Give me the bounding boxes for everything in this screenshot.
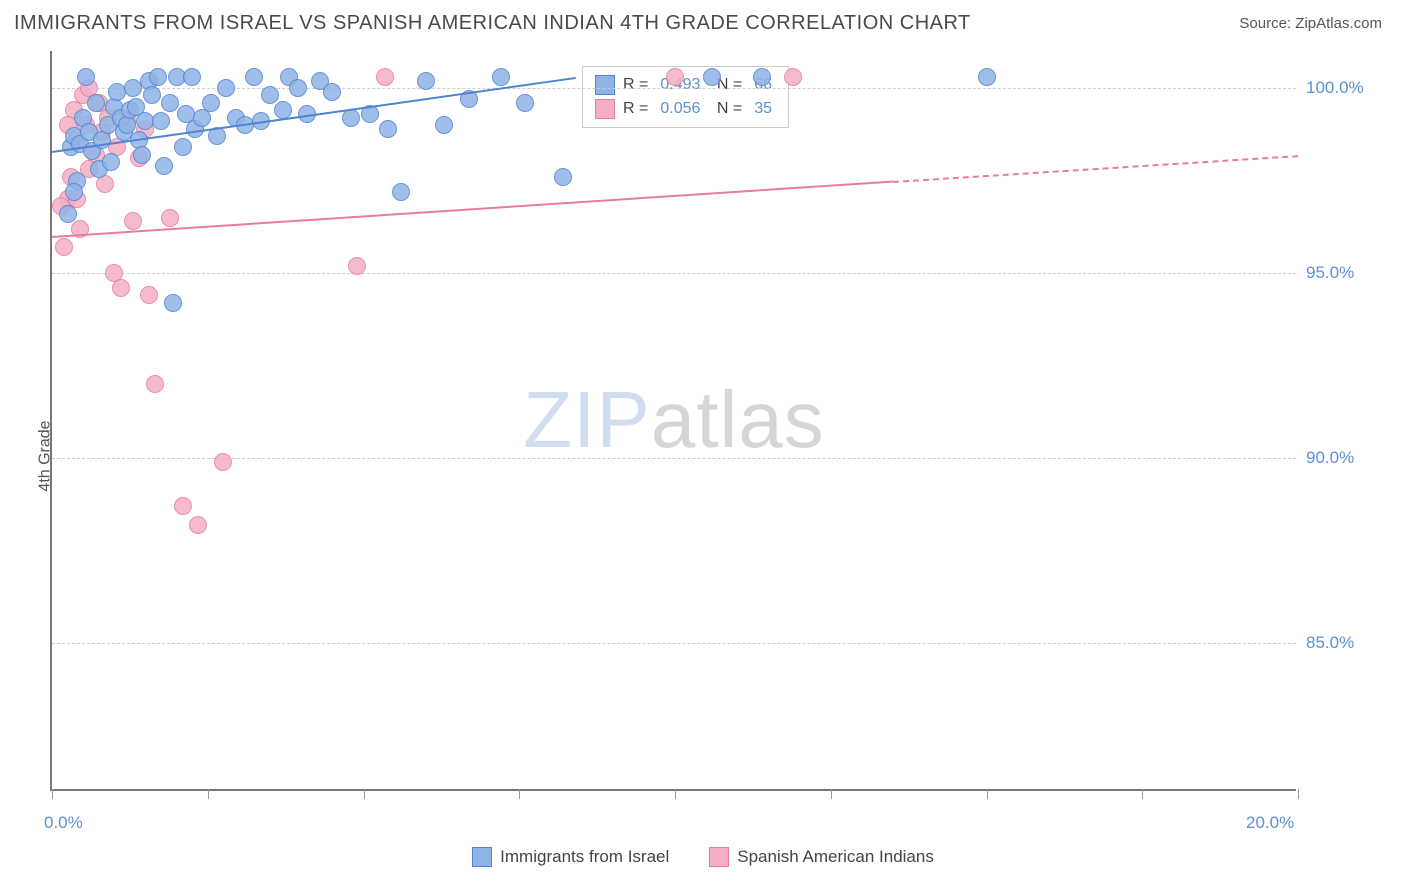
scatter-point-spanish xyxy=(784,68,802,86)
scatter-point-israel xyxy=(554,168,572,186)
bottom-legend-israel-label: Immigrants from Israel xyxy=(500,847,669,867)
swatch-israel xyxy=(595,75,615,95)
scatter-point-israel xyxy=(261,86,279,104)
x-tick xyxy=(987,789,988,799)
x-tick xyxy=(831,789,832,799)
scatter-point-israel xyxy=(217,79,235,97)
scatter-point-israel xyxy=(133,146,151,164)
spanish-n-value: 35 xyxy=(754,100,772,118)
scatter-point-israel xyxy=(65,183,83,201)
scatter-point-spanish xyxy=(140,286,158,304)
scatter-point-israel xyxy=(978,68,996,86)
gridline-h xyxy=(52,458,1296,459)
legend-row-spanish: R = 0.056 N = 35 xyxy=(595,97,776,121)
scatter-point-israel xyxy=(77,68,95,86)
y-tick-label: 85.0% xyxy=(1306,633,1386,653)
scatter-point-israel xyxy=(174,138,192,156)
x-tick xyxy=(675,789,676,799)
bottom-legend-spanish: Spanish American Indians xyxy=(709,847,934,867)
scatter-point-israel xyxy=(183,68,201,86)
chart-title: IMMIGRANTS FROM ISRAEL VS SPANISH AMERIC… xyxy=(14,12,971,35)
scatter-point-israel xyxy=(516,94,534,112)
scatter-point-spanish xyxy=(161,209,179,227)
x-tick xyxy=(519,789,520,799)
scatter-point-israel xyxy=(164,294,182,312)
scatter-point-israel xyxy=(417,72,435,90)
scatter-point-spanish xyxy=(146,375,164,393)
scatter-point-israel xyxy=(435,116,453,134)
plot-area: ZIPatlas R = 0.493 N = 66 R = 0.056 N = … xyxy=(50,51,1296,791)
scatter-point-spanish xyxy=(666,68,684,86)
gridline-h xyxy=(52,273,1296,274)
scatter-point-spanish xyxy=(214,453,232,471)
y-tick-label: 90.0% xyxy=(1306,448,1386,468)
watermark-right: atlas xyxy=(651,375,825,464)
trendline-spanish-dash xyxy=(893,155,1298,183)
scatter-point-spanish xyxy=(55,238,73,256)
scatter-point-israel xyxy=(59,205,77,223)
x-tick-last: 20.0% xyxy=(1246,813,1294,833)
swatch-spanish xyxy=(595,99,615,119)
x-tick xyxy=(364,789,365,799)
y-tick-label: 95.0% xyxy=(1306,263,1386,283)
swatch-spanish xyxy=(709,847,729,867)
gridline-h xyxy=(52,643,1296,644)
scatter-point-israel xyxy=(155,157,173,175)
gridline-h xyxy=(52,88,1296,89)
chart-wrap: 4th Grade ZIPatlas R = 0.493 N = 66 R = … xyxy=(0,41,1406,871)
bottom-legend-spanish-label: Spanish American Indians xyxy=(737,847,934,867)
trendline-spanish xyxy=(52,181,893,238)
x-tick xyxy=(208,789,209,799)
header: IMMIGRANTS FROM ISRAEL VS SPANISH AMERIC… xyxy=(0,0,1406,41)
scatter-point-israel xyxy=(87,94,105,112)
source-attribution: Source: ZipAtlas.com xyxy=(1239,15,1382,32)
source-label: Source: xyxy=(1239,15,1295,32)
x-tick xyxy=(1298,789,1299,799)
scatter-point-israel xyxy=(152,112,170,130)
legend-row-israel: R = 0.493 N = 66 xyxy=(595,73,776,97)
swatch-israel xyxy=(472,847,492,867)
scatter-point-israel xyxy=(245,68,263,86)
n-label: N = xyxy=(712,100,742,118)
scatter-point-israel xyxy=(492,68,510,86)
x-tick-first: 0.0% xyxy=(44,813,83,833)
scatter-point-israel xyxy=(161,94,179,112)
bottom-legend: Immigrants from Israel Spanish American … xyxy=(0,847,1406,867)
scatter-point-spanish xyxy=(112,279,130,297)
scatter-point-israel xyxy=(289,79,307,97)
scatter-point-spanish xyxy=(174,497,192,515)
scatter-point-israel xyxy=(753,68,771,86)
scatter-point-spanish xyxy=(124,212,142,230)
scatter-point-spanish xyxy=(376,68,394,86)
scatter-point-spanish xyxy=(189,516,207,534)
watermark-left: ZIP xyxy=(523,375,650,464)
scatter-point-israel xyxy=(323,83,341,101)
scatter-point-israel xyxy=(102,153,120,171)
scatter-point-israel xyxy=(703,68,721,86)
scatter-point-israel xyxy=(392,183,410,201)
scatter-point-israel xyxy=(149,68,167,86)
y-tick-label: 100.0% xyxy=(1306,78,1386,98)
x-tick xyxy=(1142,789,1143,799)
source-name: ZipAtlas.com xyxy=(1295,15,1382,32)
watermark: ZIPatlas xyxy=(523,374,824,466)
scatter-point-spanish xyxy=(348,257,366,275)
x-tick xyxy=(52,789,53,799)
r-label: R = xyxy=(623,100,648,118)
bottom-legend-israel: Immigrants from Israel xyxy=(472,847,669,867)
scatter-point-israel xyxy=(379,120,397,138)
spanish-r-value: 0.056 xyxy=(660,100,700,118)
scatter-point-israel xyxy=(202,94,220,112)
scatter-point-israel xyxy=(143,86,161,104)
r-label: R = xyxy=(623,76,648,94)
